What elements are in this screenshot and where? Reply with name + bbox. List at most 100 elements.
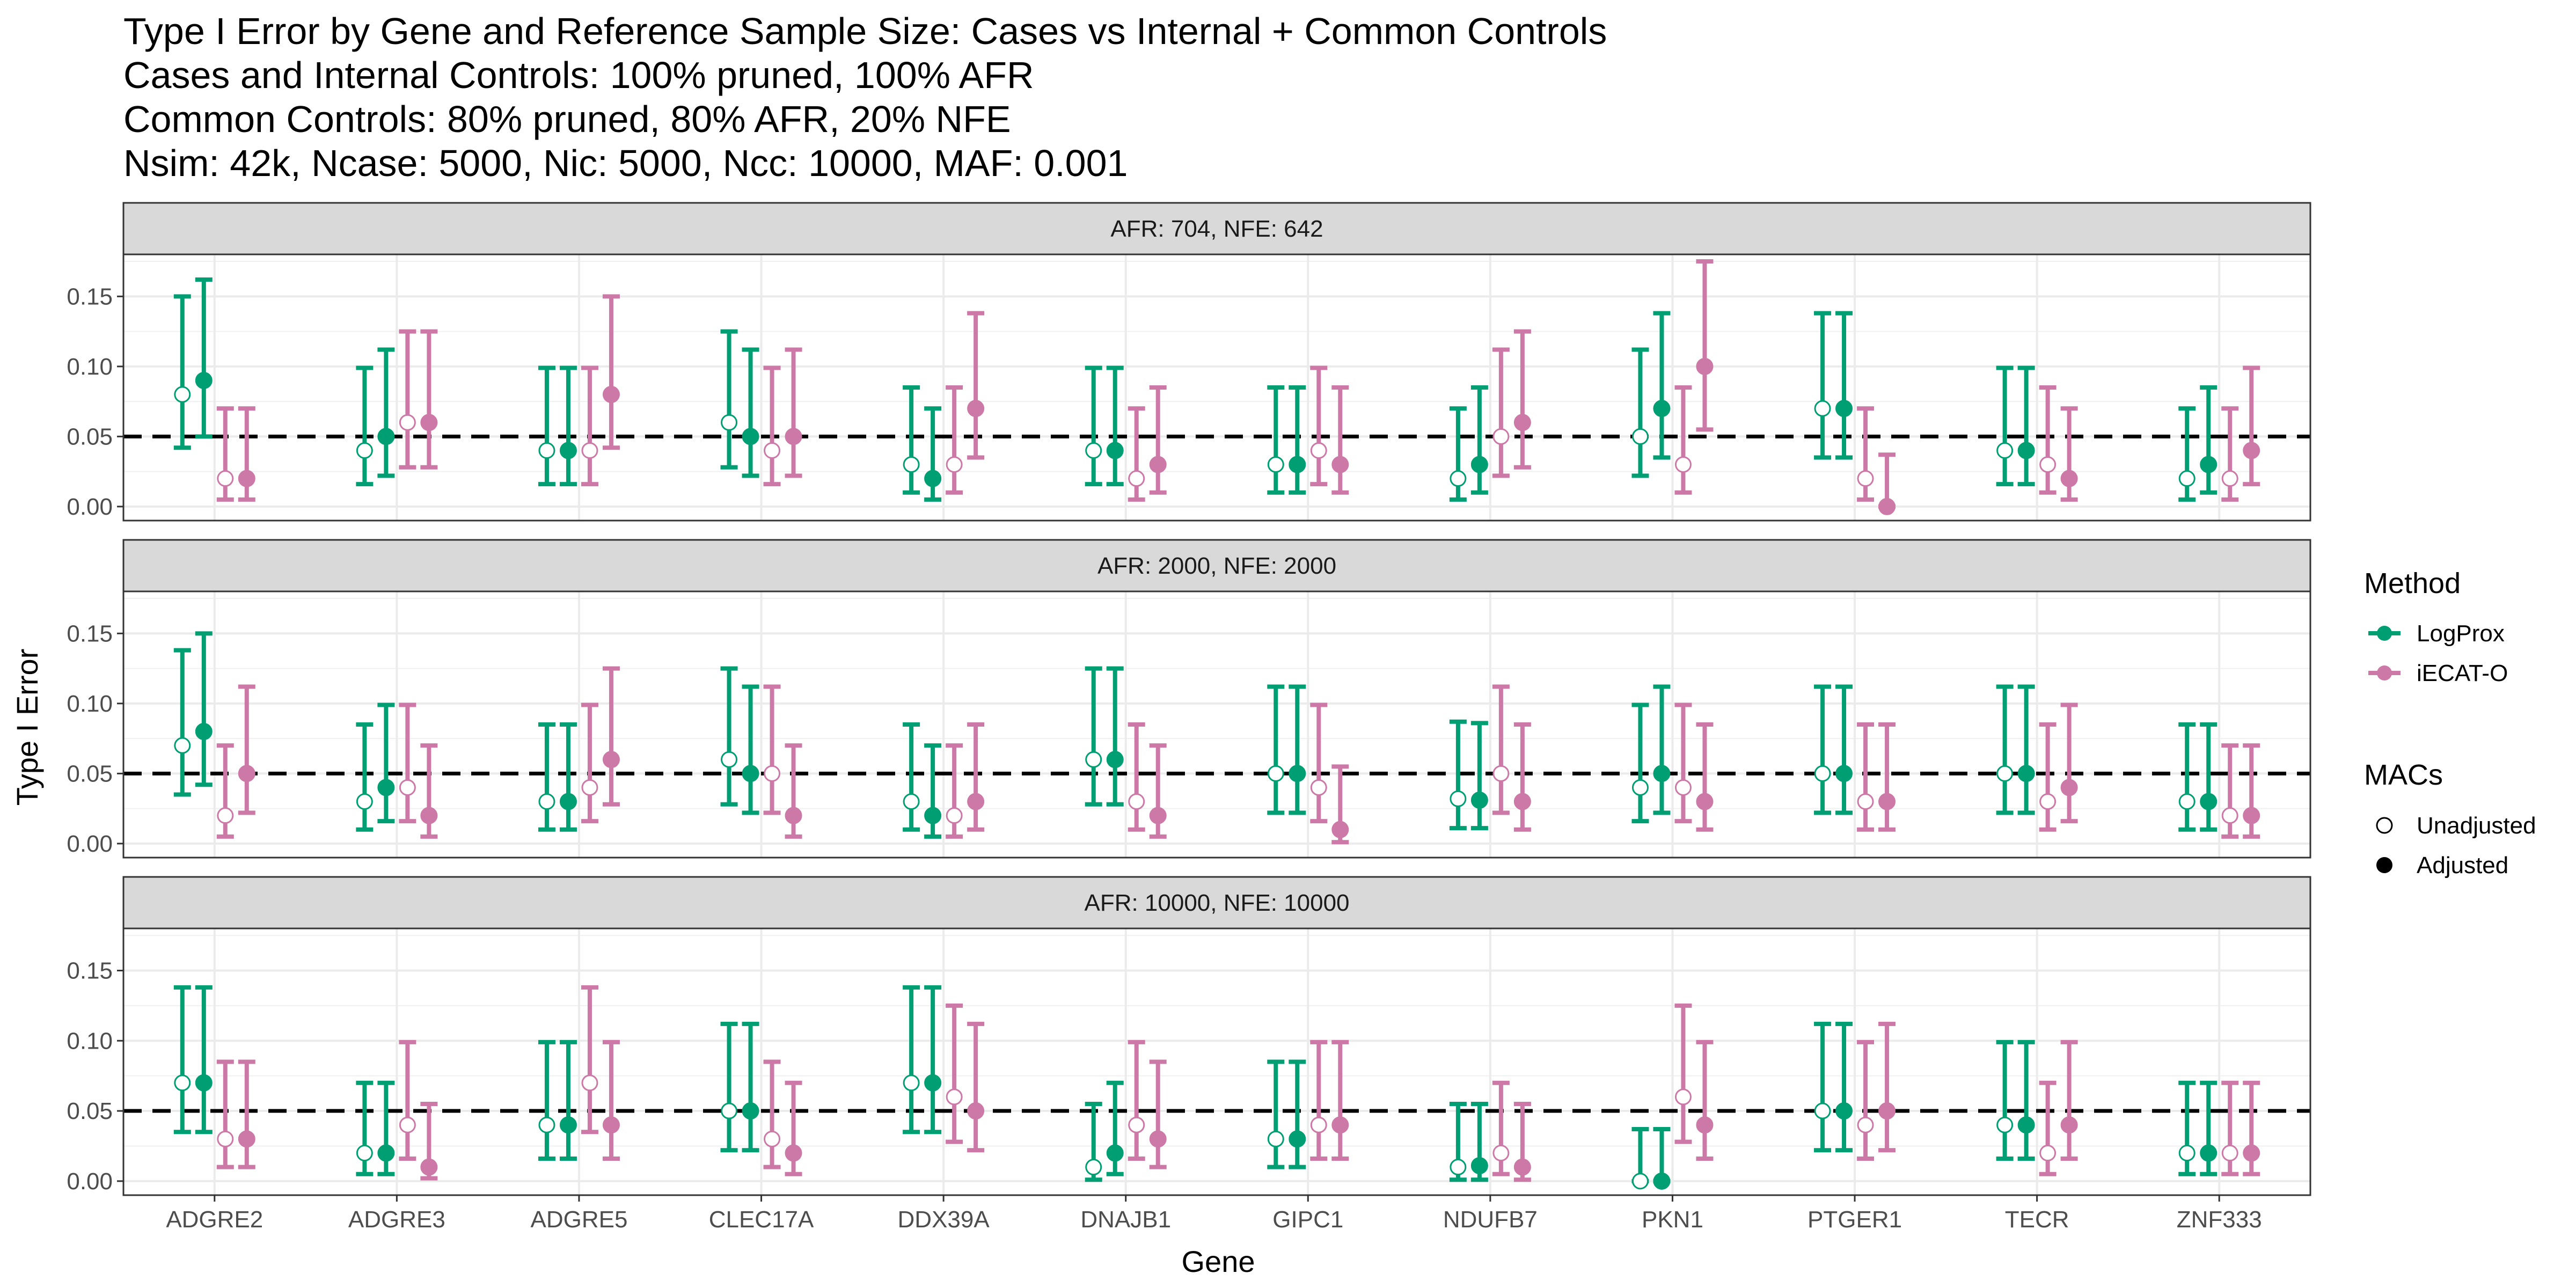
data-point-unadjusted xyxy=(1492,428,1510,445)
errorbar-PKN1-iECAT-O-Adjusted xyxy=(1696,1040,1714,1161)
x-tick-label-ddx39a: DDX39A xyxy=(898,1206,990,1233)
errorbar-CLEC17A-LogProx-Unadjusted xyxy=(720,666,738,807)
data-point-adjusted xyxy=(2060,470,2078,487)
data-point-adjusted xyxy=(377,1144,395,1162)
legend-label-adjusted: Adjusted xyxy=(2417,852,2508,879)
errorbar-PKN1-LogProx-Adjusted xyxy=(1653,1127,1671,1190)
facet-panel-3: AFR: 10000, NFE: 10000 0.00 0.05 0.10 0.15 xyxy=(67,876,2311,1196)
data-point-adjusted xyxy=(1289,1130,1306,1148)
data-point-adjusted xyxy=(1106,442,1124,459)
errorbar-PTGER1-iECAT-O-Unadjusted xyxy=(1857,406,1875,502)
errorbar-ADGRE3-LogProx-Adjusted xyxy=(377,702,395,824)
errorbar-PKN1-LogProx-Adjusted xyxy=(1653,684,1671,815)
errorbar-PKN1-LogProx-Adjusted xyxy=(1653,311,1671,460)
errorbar-DNAJB1-iECAT-O-Adjusted xyxy=(1149,1059,1167,1169)
errorbar-ADGRE5-iECAT-O-Unadjusted xyxy=(581,702,598,824)
data-point-adjusted xyxy=(1289,765,1306,782)
y-tick-label: 0.10 xyxy=(67,1028,113,1054)
data-point-unadjusted xyxy=(1631,1173,1649,1190)
data-point-unadjusted xyxy=(946,456,963,473)
data-point-adjusted xyxy=(195,371,213,389)
data-point-unadjusted xyxy=(1631,779,1649,796)
data-point-adjusted xyxy=(785,807,802,824)
data-point-adjusted xyxy=(924,807,942,824)
data-point-adjusted xyxy=(2243,1144,2260,1162)
data-point-adjusted xyxy=(602,1116,620,1134)
legend-key-point-iecat-o xyxy=(2377,665,2392,680)
errorbar-ADGRE2-iECAT-O-Adjusted xyxy=(238,1059,255,1169)
data-point-unadjusted xyxy=(1450,790,1467,807)
data-point-adjusted xyxy=(1289,456,1306,473)
y-tick-label: 0.05 xyxy=(67,423,113,450)
data-point-adjusted xyxy=(238,1130,255,1148)
data-point-adjusted xyxy=(602,751,620,769)
data-point-unadjusted xyxy=(538,442,555,459)
chart-title: Type I Error by Gene and Reference Sampl… xyxy=(123,10,1607,184)
data-point-adjusted xyxy=(1149,456,1167,473)
data-point-adjusted xyxy=(2017,765,2035,782)
errorbar-ZNF333-LogProx-Adjusted xyxy=(2200,1080,2218,1176)
errorbar-GIPC1-iECAT-O-Adjusted xyxy=(1331,385,1349,495)
errorbar-PTGER1-iECAT-O-Unadjusted xyxy=(1857,722,1875,832)
data-point-adjusted xyxy=(2017,442,2035,459)
data-point-unadjusted xyxy=(2221,470,2238,487)
errorbar-NDUFB7-LogProx-Adjusted xyxy=(1470,1101,1488,1182)
data-point-unadjusted xyxy=(1310,779,1327,796)
errorbar-TECR-iECAT-O-Adjusted xyxy=(2060,1040,2078,1161)
data-point-unadjusted xyxy=(399,414,416,431)
errorbar-PKN1-LogProx-Unadjusted xyxy=(1631,1127,1649,1190)
data-point-unadjusted xyxy=(1267,765,1284,782)
panel-background xyxy=(123,254,2310,521)
x-tick-label-pkn1: PKN1 xyxy=(1642,1206,1703,1233)
chart-title-line-2: Cases and Internal Controls: 100% pruned… xyxy=(123,54,1034,96)
errorbar-DDX39A-iECAT-O-Adjusted xyxy=(967,722,985,832)
errorbar-PTGER1-iECAT-O-Adjusted xyxy=(1878,452,1896,515)
y-tick-label: 0.15 xyxy=(67,957,113,984)
errorbar-PTGER1-LogProx-Adjusted xyxy=(1835,311,1853,460)
errorbar-ADGRE3-iECAT-O-Adjusted xyxy=(420,329,438,470)
data-point-adjusted xyxy=(924,470,942,487)
errorbar-ADGRE5-iECAT-O-Adjusted xyxy=(602,294,620,450)
data-point-unadjusted xyxy=(1450,1159,1467,1176)
data-point-adjusted xyxy=(1106,751,1124,769)
errorbar-NDUFB7-iECAT-O-Adjusted xyxy=(1513,1101,1531,1182)
errorbar-ADGRE5-iECAT-O-Adjusted xyxy=(602,666,620,807)
data-point-adjusted xyxy=(1149,1130,1167,1148)
data-point-unadjusted xyxy=(174,386,191,403)
data-point-adjusted xyxy=(1878,497,1896,515)
x-tick-label-ndufb7: NDUFB7 xyxy=(1443,1206,1538,1233)
data-point-unadjusted xyxy=(721,1102,738,1119)
errorbar-ADGRE5-LogProx-Unadjusted xyxy=(538,722,555,832)
data-point-unadjusted xyxy=(174,737,191,754)
data-point-adjusted xyxy=(1149,807,1167,824)
data-point-adjusted xyxy=(1513,414,1531,431)
errorbar-GIPC1-iECAT-O-Unadjusted xyxy=(1310,1040,1328,1161)
facet-strip-label: AFR: 704, NFE: 642 xyxy=(1110,216,1323,242)
legend: Method LogProx iECAT-O MACs Unadjusted Adjust… xyxy=(2364,567,2536,879)
errorbar-ZNF333-LogProx-Adjusted xyxy=(2200,722,2218,832)
errorbar-GIPC1-LogProx-Adjusted xyxy=(1289,385,1306,495)
errorbar-PKN1-LogProx-Unadjusted xyxy=(1631,347,1649,478)
data-point-adjusted xyxy=(967,400,985,418)
legend-label-logprox: LogProx xyxy=(2417,620,2505,647)
errorbar-TECR-iECAT-O-Unadjusted xyxy=(2039,385,2057,495)
data-point-adjusted xyxy=(1696,357,1714,375)
errorbar-DDX39A-LogProx-Adjusted xyxy=(924,743,942,839)
data-point-unadjusted xyxy=(1814,400,1831,417)
panel-border xyxy=(122,590,2311,859)
errorbar-GIPC1-LogProx-Unadjusted xyxy=(1267,1059,1285,1169)
data-point-unadjusted xyxy=(903,1074,920,1092)
data-point-unadjusted xyxy=(2039,1145,2057,1162)
errorbar-CLEC17A-iECAT-O-Adjusted xyxy=(785,347,802,478)
y-tick-label: 0.15 xyxy=(67,283,113,310)
x-tick-label-adgre2: ADGRE2 xyxy=(166,1206,263,1233)
data-point-unadjusted xyxy=(1267,456,1284,473)
data-point-unadjusted xyxy=(903,793,920,810)
errorbar-PTGER1-LogProx-Unadjusted xyxy=(1814,684,1832,815)
x-tick-label-znf333: ZNF333 xyxy=(2177,1206,2262,1233)
errorbar-PTGER1-LogProx-Unadjusted xyxy=(1814,311,1832,460)
x-tick-label-ptger1: PTGER1 xyxy=(1807,1206,1902,1233)
errorbar-ZNF333-iECAT-O-Adjusted xyxy=(2243,743,2260,839)
